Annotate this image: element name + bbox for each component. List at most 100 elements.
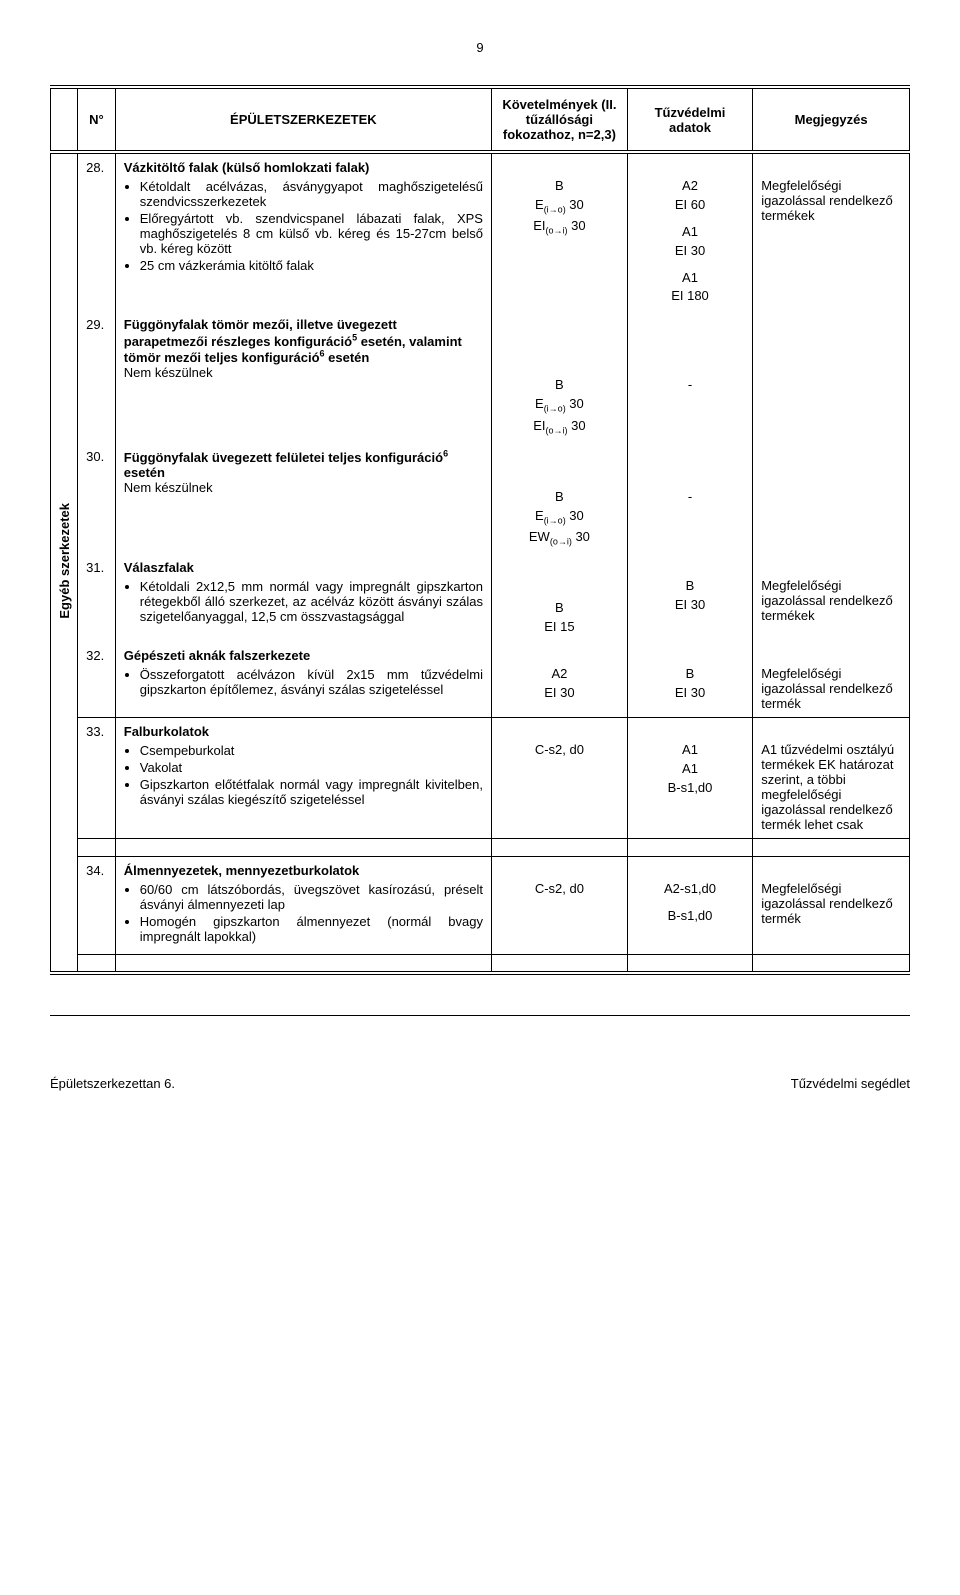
row-desc: Válaszfalak Kétoldali 2x12,5 mm normál v… — [115, 554, 491, 642]
row-data: A1 A1 B-s1,d0 — [627, 718, 752, 839]
table-row — [51, 839, 910, 857]
table-row: Egyéb szerkezetek 28. Vázkitöltő falak (… — [51, 152, 910, 311]
data-line: B — [686, 666, 695, 683]
row-req: C-s2, d0 — [491, 857, 627, 955]
row-req: A2 EI 30 — [491, 642, 627, 718]
row-desc: Függönyfalak tömör mezői, illetve üvegez… — [115, 311, 491, 442]
row-data: - — [627, 443, 752, 554]
req-line: EI(o→i) 30 — [533, 218, 585, 237]
table-header-row: N° ÉPÜLETSZERKEZETEK Követelmények (II. … — [51, 87, 910, 152]
data-line: A1 — [682, 761, 698, 778]
row-no: 33. — [78, 718, 116, 839]
req-line: B — [555, 377, 564, 394]
data-line: EI 30 — [675, 597, 705, 614]
side-label: Egyéb szerkezetek — [55, 493, 74, 629]
row-req: C-s2, d0 — [491, 718, 627, 839]
page-number: 9 — [50, 40, 910, 55]
data-line: B-s1,d0 — [668, 780, 713, 797]
req-line: E(i→o) 30 — [535, 197, 584, 216]
list-item: Gipszkarton előtétfalak normál vagy impr… — [140, 777, 483, 807]
side-label-cell: Egyéb szerkezetek — [51, 152, 78, 973]
row-desc: Vázkitöltő falak (külső homlokzati falak… — [115, 152, 491, 311]
table-row: 33. Falburkolatok Csempeburkolat Vakolat… — [51, 718, 910, 839]
data-line: A1 — [682, 742, 698, 759]
row-req: B E(i→o) 30 EI(o→i) 30 — [491, 152, 627, 311]
row-data: A2-s1,d0 B-s1,d0 — [627, 857, 752, 955]
header-notes: Megjegyzés — [753, 87, 910, 152]
data-line: A2-s1,d0 — [664, 881, 716, 898]
row-no: 30. — [78, 443, 116, 554]
data-line: A1 — [682, 270, 698, 287]
list-item: Csempeburkolat — [140, 743, 483, 758]
data-line: A1 — [682, 224, 698, 241]
row-title: Falburkolatok — [124, 724, 483, 739]
req-line: E(i→o) 30 — [535, 396, 584, 415]
list-item: Kétoldali 2x12,5 mm normál vagy impregná… — [140, 579, 483, 624]
row-data: B EI 30 — [627, 642, 752, 718]
row-title: Álmennyezetek, mennyezetburkolatok — [124, 863, 483, 878]
row-note: A1 tűzvédelmi osztályú termékek EK határ… — [753, 718, 910, 839]
data-line: EI 30 — [675, 685, 705, 702]
row-title: Gépészeti aknák falszerkezete — [124, 648, 483, 663]
row-no: 32. — [78, 642, 116, 718]
list-item: Vakolat — [140, 760, 483, 775]
table-row: 31. Válaszfalak Kétoldali 2x12,5 mm norm… — [51, 554, 910, 642]
row-req: B E(i→o) 30 EI(o→i) 30 — [491, 311, 627, 442]
list-item: 60/60 cm látszóbordás, üvegszövet kasíro… — [140, 882, 483, 912]
row-note: Megfelelőségi igazolással rendelkező ter… — [753, 642, 910, 718]
data-line: EI 30 — [675, 243, 705, 260]
list-item: Kétoldalt acélvázas, ásványgyapot maghős… — [140, 179, 483, 209]
row-no: 29. — [78, 311, 116, 442]
row-note — [753, 311, 910, 442]
req-line: B — [555, 489, 564, 506]
req-line: A2 — [551, 666, 567, 683]
row-title: Függönyfalak üvegezett felületei teljes … — [124, 450, 448, 480]
page-footer: Épületszerkezettan 6. Tűzvédelmi segédle… — [50, 1076, 910, 1091]
row-req: B E(i→o) 30 EW(o→i) 30 — [491, 443, 627, 554]
data-line: B-s1,d0 — [668, 908, 713, 925]
table-row: 34. Álmennyezetek, mennyezetburkolatok 6… — [51, 857, 910, 955]
list-item: 25 cm vázkerámia kitöltő falak — [140, 258, 483, 273]
row-data: B EI 30 — [627, 554, 752, 642]
list-item: Homogén gipszkarton álmennyezet (normál … — [140, 914, 483, 944]
row-note: Megfelelőségi igazolással rendelkező ter… — [753, 152, 910, 311]
row-desc: Gépészeti aknák falszerkezete Összeforga… — [115, 642, 491, 718]
list-item: Összeforgatott acélvázon kívül 2x15 mm t… — [140, 667, 483, 697]
table-row — [51, 955, 910, 973]
row-title: Függönyfalak tömör mezői, illetve üvegez… — [124, 317, 462, 365]
header-no: N° — [78, 87, 116, 152]
list-item: Előregyártott vb. szendvicspanel lábazat… — [140, 211, 483, 256]
row-no: 34. — [78, 857, 116, 955]
row-desc: Függönyfalak üvegezett felületei teljes … — [115, 443, 491, 554]
row-req: B EI 15 — [491, 554, 627, 642]
header-requirements: Követelmények (II. tűzállósági fokozatho… — [491, 87, 627, 152]
row-subtext: Nem készülnek — [124, 480, 483, 495]
header-data: Tűzvédelmi adatok — [627, 87, 752, 152]
row-note: Megfelelőségi igazolással rendelkező ter… — [753, 554, 910, 642]
row-note: Megfelelőségi igazolással rendelkező ter… — [753, 857, 910, 955]
row-no: 31. — [78, 554, 116, 642]
req-line: E(i→o) 30 — [535, 508, 584, 527]
data-line: EI 60 — [675, 197, 705, 214]
row-data: - — [627, 311, 752, 442]
req-line: B — [555, 600, 564, 617]
row-subtext: Nem készülnek — [124, 365, 483, 380]
row-no: 28. — [78, 152, 116, 311]
row-desc: Álmennyezetek, mennyezetburkolatok 60/60… — [115, 857, 491, 955]
table-row: 32. Gépészeti aknák falszerkezete Összef… — [51, 642, 910, 718]
data-line: A2 — [682, 178, 698, 195]
row-note — [753, 443, 910, 554]
main-table: N° ÉPÜLETSZERKEZETEK Követelmények (II. … — [50, 85, 910, 975]
req-line: EI 30 — [544, 685, 574, 702]
footer-left: Épületszerkezettan 6. — [50, 1076, 175, 1091]
req-line: EI(o→i) 30 — [533, 418, 585, 437]
req-line: EW(o→i) 30 — [529, 529, 590, 548]
header-side — [51, 87, 78, 152]
data-line: EI 180 — [671, 288, 709, 305]
footer-rule — [50, 1015, 910, 1016]
row-title: Válaszfalak — [124, 560, 483, 575]
header-structures: ÉPÜLETSZERKEZETEK — [115, 87, 491, 152]
row-desc: Falburkolatok Csempeburkolat Vakolat Gip… — [115, 718, 491, 839]
row-title: Vázkitöltő falak (külső homlokzati falak… — [124, 160, 483, 175]
req-line: B — [555, 178, 564, 195]
